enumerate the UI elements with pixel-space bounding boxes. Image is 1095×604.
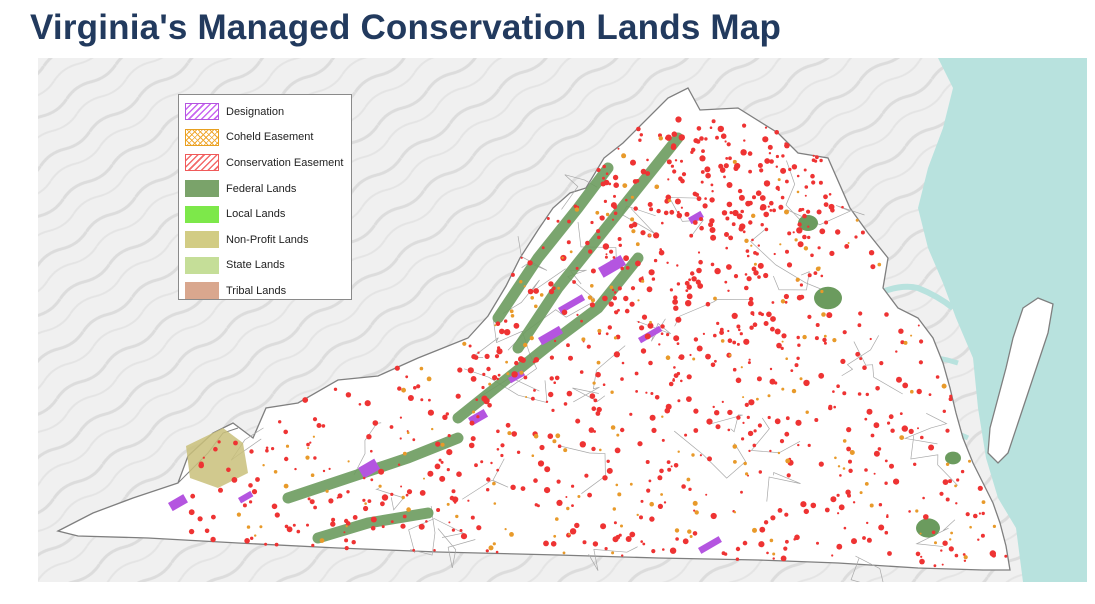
eastern-shore <box>987 297 1054 464</box>
legend-item-coheld-easement: Coheld Easement <box>185 125 345 151</box>
coheld-easement-swatch <box>185 128 219 146</box>
local-lands-swatch <box>185 205 219 223</box>
conservation-easement-layer <box>188 116 1008 568</box>
page-title: Virginia's Managed Conservation Lands Ma… <box>30 8 782 47</box>
legend-label: Non-Profit Lands <box>226 233 309 246</box>
federal-lands-layer <box>282 132 961 544</box>
tribal-lands-swatch <box>185 282 219 300</box>
legend-label: State Lands <box>226 259 285 272</box>
chesapeake-bay <box>918 58 1087 582</box>
legend-item-federal-lands: Federal Lands <box>185 176 345 202</box>
designation-layer <box>168 210 722 554</box>
legend-label: Tribal Lands <box>226 284 287 297</box>
legend-label: Conservation Easement <box>226 156 344 169</box>
legend-label: Federal Lands <box>226 182 297 195</box>
legend-item-conservation-easement: Conservation Easement <box>185 150 345 176</box>
federal-lands-swatch <box>185 180 219 198</box>
virginia-map[interactable] <box>38 58 1087 582</box>
legend-item-state-lands: State Lands <box>185 253 345 279</box>
legend-item-tribal-lands: Tribal Lands <box>185 278 345 304</box>
legend-item-local-lands: Local Lands <box>185 201 345 227</box>
map-legend: Designation Coheld Easement Conservation… <box>178 94 352 300</box>
coheld-easement-layer <box>236 136 997 560</box>
legend-label: Coheld Easement <box>226 131 314 144</box>
nonprofit-lands-layer <box>186 428 248 488</box>
legend-item-non-profit-lands: Non-Profit Lands <box>185 227 345 253</box>
map-frame[interactable]: Designation Coheld Easement Conservation… <box>38 58 1087 582</box>
legend-item-designation: Designation <box>185 99 345 125</box>
legend-label: Local Lands <box>226 208 286 221</box>
non-profit-lands-swatch <box>185 231 219 249</box>
conservation-easement-swatch <box>185 154 219 172</box>
designation-swatch <box>185 103 219 121</box>
legend-label: Designation <box>226 105 285 118</box>
state-lands-swatch <box>185 256 219 274</box>
